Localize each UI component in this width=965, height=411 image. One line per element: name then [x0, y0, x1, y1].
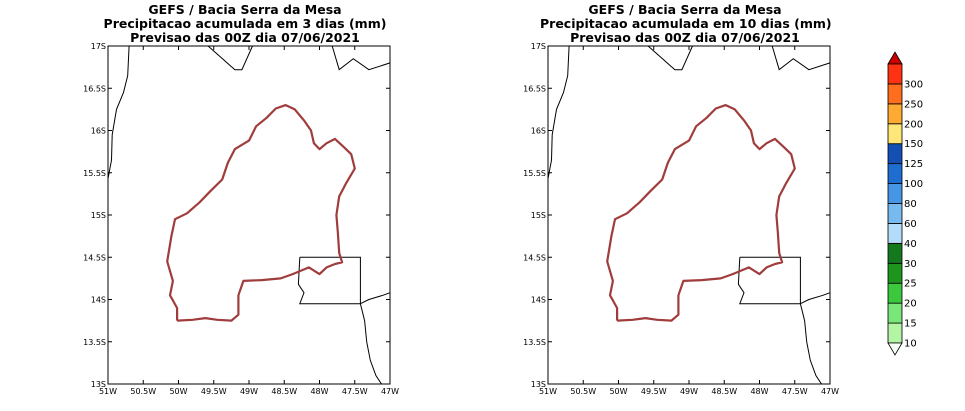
title-line-2: Precipitacao acumulada em 3 dias (mm) [103, 16, 387, 31]
lon-tick-label: 47W [381, 387, 399, 396]
colorbar-level-label: 80 [904, 199, 917, 210]
lon-tick-label: 48.5W [711, 387, 737, 396]
colorbar-level-label: 125 [904, 159, 923, 170]
lat-tick-label: 16S [531, 127, 546, 136]
state-border-line [207, 45, 253, 71]
colorbar-segment [887, 123, 903, 145]
state-border-line [647, 45, 693, 71]
lat-tick-label: 14S [531, 296, 546, 305]
lat-tick-label: 16.5S [83, 84, 106, 93]
basin-outline [166, 103, 356, 322]
lon-tick-label: 49W [680, 387, 698, 396]
lat-tick-label: 14.5S [523, 253, 546, 262]
colorbar-level-label: 200 [904, 119, 923, 130]
colorbar-level-label: 150 [904, 139, 923, 150]
map-frame [107, 45, 391, 385]
map-frame [547, 45, 831, 385]
lon-tick-label: 51W [539, 387, 557, 396]
colorbar-segment [887, 242, 903, 264]
colorbar-level-label: 100 [904, 179, 923, 190]
colorbar-segment [887, 103, 903, 125]
lat-tick-label: 17S [531, 42, 546, 51]
colorbar-segment [887, 322, 903, 344]
lon-tick-label: 51W [99, 387, 117, 396]
map-title-right: GEFS / Bacia Serra da Mesa Precipitacao … [540, 2, 832, 45]
lat-tick-label: 16S [91, 127, 106, 136]
lon-tick-label: 48W [750, 387, 768, 396]
colorbar-max-arrow [887, 51, 903, 65]
state-border-line [771, 45, 831, 71]
map-panel-10-days: 51W 50.5W 50W 49.5W 49W 48.5W 48W 47.5W 47W 13S 13… [523, 42, 839, 396]
federal-district-border [737, 256, 801, 305]
state-border-line [331, 45, 391, 71]
lat-tick-label: 17S [91, 42, 106, 51]
state-border-line [800, 292, 831, 305]
colorbar-segment [887, 163, 903, 184]
lon-tick-label: 49.5W [201, 387, 227, 396]
lat-tick-label: 13S [91, 380, 106, 389]
colorbar-level-label: 25 [904, 279, 917, 290]
colorbar-segment [887, 223, 903, 244]
lon-tick-label: 49W [240, 387, 258, 396]
lat-tick-label: 14S [91, 296, 106, 305]
lat-tick-label: 15.5S [83, 169, 106, 178]
precipitation-colorbar: 10 15 20 25 30 40 60 80 100 125 150 200 250 300 [887, 51, 923, 356]
title-line-1: GEFS / Bacia Serra da Mesa [588, 2, 782, 17]
title-line-3: Previsao das 00Z dia 07/06/2021 [130, 30, 360, 45]
colorbar-segment [887, 83, 903, 105]
colorbar-min-arrow [887, 342, 903, 356]
colorbar-level-label: 250 [904, 99, 923, 110]
colorbar-level-label: 30 [904, 259, 917, 270]
colorbar-level-label: 20 [904, 299, 917, 310]
lat-tick-label: 16.5S [523, 84, 546, 93]
title-line-2: Precipitacao acumulada em 10 dias (mm) [540, 16, 832, 31]
lon-tick-label: 50.5W [130, 387, 156, 396]
lon-tick-label: 48W [310, 387, 328, 396]
map-panel-3-days: 51W 50.5W 50W 49.5W 49W 48.5W 48W 47.5W 47W 13S 13… [83, 42, 399, 396]
lat-tick-label: 15S [531, 211, 546, 220]
lat-tick-label: 13S [531, 380, 546, 389]
lon-tick-label: 47.5W [342, 387, 368, 396]
state-border-line [360, 292, 391, 305]
federal-district-border [297, 256, 361, 305]
colorbar-level-label: 10 [904, 339, 917, 350]
state-border-line [547, 45, 570, 179]
title-line-3: Previsao das 00Z dia 07/06/2021 [570, 30, 800, 45]
title-line-1: GEFS / Bacia Serra da Mesa [148, 2, 342, 17]
map-title-left: GEFS / Bacia Serra da Mesa Precipitacao … [100, 3, 390, 45]
basin-outline [606, 103, 796, 322]
lon-tick-label: 50W [169, 387, 187, 396]
colorbar-segment [887, 63, 903, 85]
colorbar-segment [887, 143, 903, 165]
lon-tick-label: 50W [609, 387, 627, 396]
state-border-line [799, 303, 822, 385]
colorbar-segment [887, 203, 903, 224]
colorbar-segment [887, 262, 903, 284]
colorbar-segment [887, 183, 903, 204]
lat-tick-label: 13.5S [523, 338, 546, 347]
lon-tick-label: 48.5W [271, 387, 297, 396]
state-border-line [107, 45, 130, 179]
lat-tick-label: 14.5S [83, 253, 106, 262]
lat-tick-label: 15.5S [523, 169, 546, 178]
state-border-line [359, 303, 382, 385]
colorbar-level-label: 40 [904, 239, 917, 250]
lon-tick-label: 47.5W [782, 387, 808, 396]
colorbar-segment [887, 282, 903, 304]
colorbar-level-label: 15 [904, 319, 917, 330]
lon-tick-label: 49.5W [641, 387, 667, 396]
lon-tick-label: 50.5W [570, 387, 596, 396]
lat-tick-label: 15S [91, 211, 106, 220]
colorbar-level-label: 60 [904, 219, 917, 230]
colorbar-level-label: 300 [904, 79, 923, 90]
colorbar-segment [887, 302, 903, 324]
lat-tick-label: 13.5S [83, 338, 106, 347]
lon-tick-label: 47W [821, 387, 839, 396]
